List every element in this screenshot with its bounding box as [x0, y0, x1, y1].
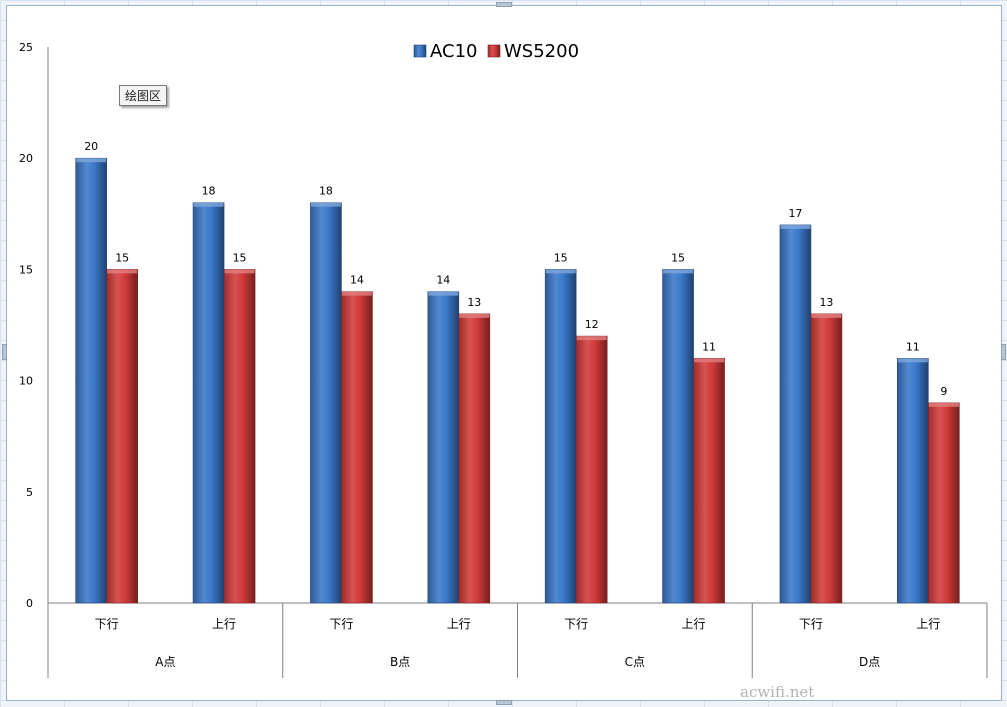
bar-cap: [76, 158, 107, 163]
bar-cap: [780, 224, 811, 229]
resize-handle-right[interactable]: [1001, 344, 1006, 360]
bar-cap: [811, 313, 842, 318]
x-category-label: 上行: [212, 617, 236, 631]
x-group-label: D点: [859, 655, 880, 669]
watermark-text: acwifi.net: [740, 683, 815, 701]
bar-cap: [545, 269, 576, 274]
bar-ws5200-3: [458, 313, 491, 604]
x-category-label: 下行: [95, 617, 119, 631]
data-label: 13: [467, 296, 481, 309]
bar-cap: [897, 358, 928, 363]
data-label: 11: [702, 340, 716, 353]
bar-cap: [310, 202, 341, 207]
bar-ws5200-0: [106, 269, 138, 604]
bar-ac10-0: [75, 157, 107, 604]
data-label: 14: [436, 274, 450, 287]
resize-handle-top[interactable]: [496, 2, 512, 7]
bar-cap: [576, 336, 607, 341]
x-group-label: A点: [155, 655, 175, 669]
data-label: 9: [940, 385, 947, 398]
plot-area-tooltip: 绘图区: [119, 85, 168, 106]
bar-ac10-7: [897, 358, 929, 604]
bar-ac10-4: [544, 269, 577, 604]
x-category-label: 下行: [799, 617, 823, 631]
bar-ws5200-1: [223, 269, 256, 604]
bar-cap: [107, 269, 138, 274]
bar-ac10-5: [662, 269, 694, 604]
data-label: 20: [84, 140, 98, 153]
y-tick-label: 25: [19, 41, 33, 54]
x-group-label: C点: [625, 655, 645, 669]
x-category-label: 下行: [564, 617, 588, 631]
bar-chart: 0 5 10 15 20 25 20 18 18 14 15 15 17 11 15 15 14 13 12 11 13…: [19, 41, 988, 678]
resize-handle-bottom[interactable]: [496, 700, 512, 705]
bar-cap: [928, 402, 959, 407]
x-category-label: 上行: [682, 617, 706, 631]
bar-cap: [341, 291, 372, 296]
y-tick-label: 0: [26, 597, 33, 610]
bar-ac10-1: [192, 202, 225, 604]
bar-cap: [224, 269, 255, 274]
legend-label-ac10: AC10: [430, 41, 477, 62]
bar-ws5200-4: [575, 335, 608, 604]
bar-cap: [193, 202, 224, 207]
data-label: 15: [671, 251, 685, 264]
data-label: 18: [319, 185, 333, 198]
y-tick-label: 5: [26, 486, 33, 499]
data-label: 18: [202, 185, 216, 198]
bar-ac10-6: [779, 224, 812, 604]
data-label: 15: [554, 251, 568, 264]
data-label: 17: [788, 207, 802, 220]
y-tick-label: 10: [19, 375, 33, 388]
bar-ac10-2: [310, 202, 342, 604]
x-group-label: B点: [390, 655, 410, 669]
bar-cap: [428, 291, 459, 296]
x-category-label: 上行: [916, 617, 940, 631]
data-label: 14: [350, 274, 364, 287]
resize-handle-left[interactable]: [2, 344, 7, 360]
data-label: 15: [233, 251, 247, 264]
bar-cap: [663, 269, 694, 274]
data-label: 11: [906, 340, 920, 353]
x-category-label: 下行: [329, 617, 353, 631]
y-tick-label: 15: [19, 263, 33, 276]
bar-ws5200-5: [693, 358, 725, 604]
bar-cap: [459, 313, 490, 318]
bar-ws5200-2: [341, 291, 373, 604]
chart-area[interactable]: 0 5 10 15 20 25 20 18 18 14 15 15 17 11 15 15 14 13 12 11 13…: [6, 5, 1002, 701]
legend-swatch-ws5200: [487, 44, 501, 58]
data-label: 13: [819, 296, 833, 309]
data-label: 15: [115, 251, 129, 264]
data-label: 12: [585, 318, 599, 331]
legend-label-ws5200: WS5200: [504, 41, 579, 62]
legend-swatch-ac10: [413, 44, 427, 58]
bar-ac10-3: [427, 291, 460, 604]
bar-cap: [694, 358, 725, 363]
y-tick-label: 20: [19, 152, 33, 165]
bar-ws5200-6: [810, 313, 843, 604]
bar-ws5200-7: [928, 402, 960, 604]
x-category-label: 上行: [447, 617, 471, 631]
